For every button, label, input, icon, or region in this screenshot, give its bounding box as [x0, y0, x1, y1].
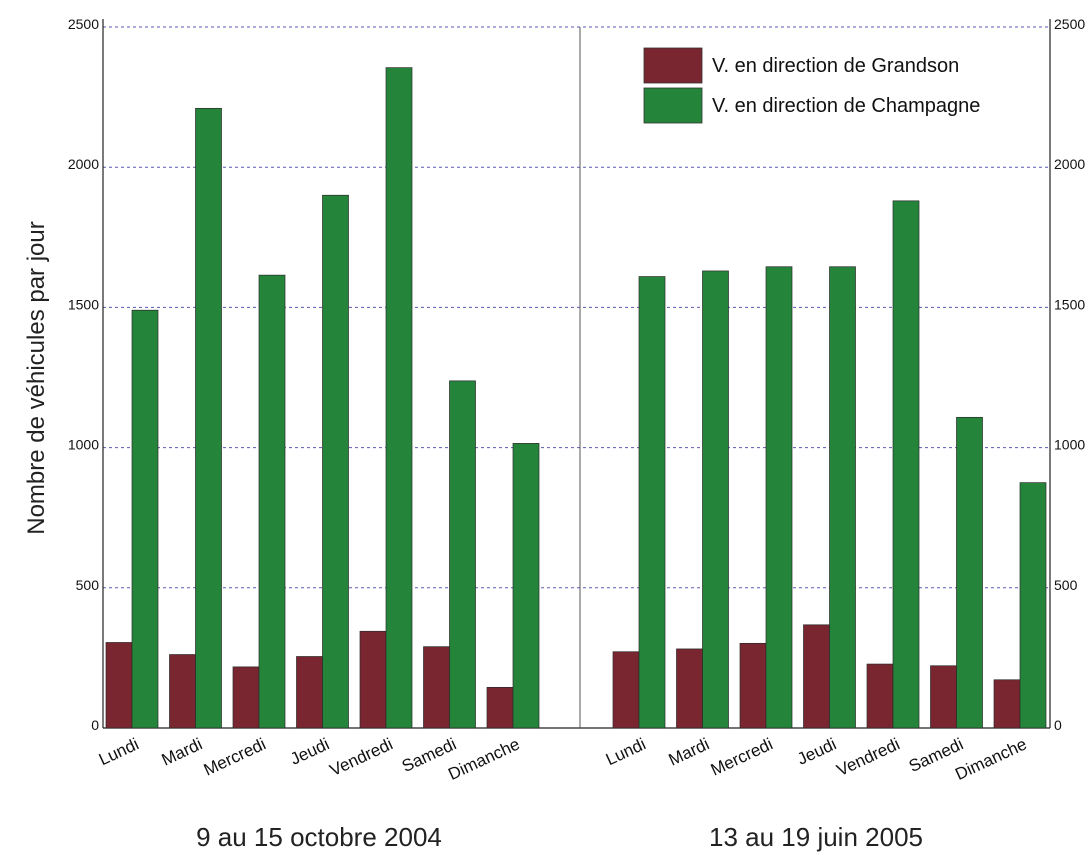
y-tick-label-left: 1000 [68, 437, 99, 453]
legend-swatch-grandson [643, 47, 703, 84]
x-tick-label: Jeudi [794, 734, 839, 768]
bar-champagne [258, 274, 286, 729]
y-tick-label-right: 2000 [1054, 156, 1085, 172]
bar-champagne [195, 107, 222, 729]
bar-grandson [612, 651, 640, 729]
bar-champagne [956, 416, 983, 729]
x-tick-label: Lundi [603, 734, 649, 769]
y-tick-label-right: 500 [1054, 577, 1078, 593]
bar-champagne [765, 266, 793, 729]
bar-champagne [1019, 482, 1047, 729]
x-tick-label: Mardi [666, 734, 713, 769]
y-tick-label-right: 0 [1054, 717, 1062, 733]
x-tick-label: Dimanche [952, 734, 1029, 784]
y-tick-label-right: 2500 [1054, 16, 1085, 32]
bar-champagne [131, 309, 159, 729]
bar-grandson [803, 624, 830, 729]
bar-champagne [449, 380, 476, 729]
bar-champagne [512, 443, 540, 729]
period-label-2004: 9 au 15 octobre 2004 [196, 822, 442, 852]
x-tick-label: Mercredi [708, 734, 776, 779]
legend: V. en direction de Grandson V. en direct… [643, 47, 980, 124]
legend-label-champagne: V. en direction de Champagne [712, 95, 980, 117]
y-tick-label-right: 1500 [1054, 296, 1085, 312]
y-tick-label-left: 500 [76, 577, 100, 593]
bar-grandson [866, 663, 894, 729]
bar-grandson [105, 642, 133, 729]
bar-champagne [385, 67, 413, 729]
x-tick-label: Mardi [159, 734, 206, 769]
y-tick-label-left: 2000 [68, 156, 99, 172]
y-tick-label-left: 1500 [68, 296, 99, 312]
bar-grandson [486, 686, 514, 729]
bar-champagne [829, 266, 856, 729]
x-tick-label: Dimanche [445, 734, 522, 784]
y-tick-label-left: 0 [91, 717, 99, 733]
bar-grandson [739, 642, 767, 729]
x-tick-label: Mercredi [201, 734, 269, 779]
y-axis-label: Nombre de véhicules par jour [23, 221, 50, 535]
x-tick-label: Jeudi [287, 734, 332, 768]
bar-grandson [169, 654, 196, 729]
bar-grandson [930, 665, 957, 729]
bar-champagne [892, 200, 920, 729]
y-tick-label-right: 1000 [1054, 437, 1085, 453]
legend-swatch-champagne [643, 87, 703, 124]
bars [105, 67, 1047, 729]
x-tick-label: Vendredi [834, 734, 903, 780]
bar-grandson [676, 648, 703, 729]
bar-champagne [638, 276, 666, 729]
y-tick-label-left: 2500 [68, 16, 99, 32]
bar-champagne [702, 270, 729, 729]
legend-label-grandson: V. en direction de Grandson [712, 55, 959, 77]
bar-grandson [993, 679, 1021, 729]
x-tick-label: Vendredi [327, 734, 396, 780]
bar-grandson [296, 656, 323, 729]
bar-grandson [359, 630, 387, 729]
x-tick-label: Lundi [96, 734, 142, 769]
bar-grandson [423, 646, 450, 729]
bar-grandson [232, 666, 260, 729]
bar-champagne [322, 194, 349, 729]
period-label-2005: 13 au 19 juin 2005 [709, 822, 923, 852]
